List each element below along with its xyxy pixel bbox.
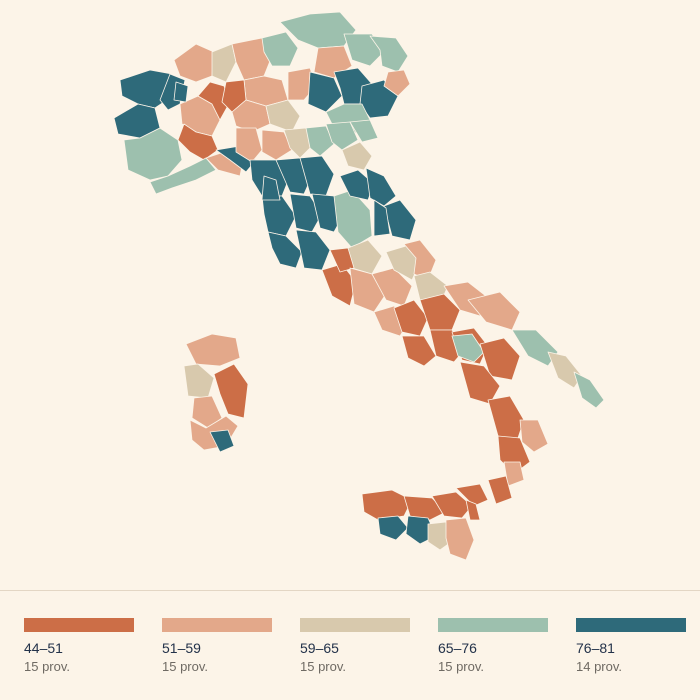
legend-count-5: 14 prov. — [576, 659, 623, 674]
province-region — [451, 333, 485, 363]
province-region — [479, 337, 521, 381]
province-region — [373, 199, 391, 237]
province-region — [371, 267, 413, 307]
province-region — [519, 419, 549, 453]
legend-range-3: 59–65 — [300, 640, 339, 656]
legend-count-2: 15 prov. — [162, 659, 209, 674]
legend-divider — [0, 590, 700, 591]
province-region — [209, 429, 235, 453]
province-region — [261, 129, 293, 161]
legend-swatch-5 — [576, 618, 686, 632]
province-region — [365, 167, 397, 207]
province-region — [419, 293, 461, 331]
province-region — [573, 371, 605, 409]
province-region — [393, 299, 429, 337]
legend-count-1: 15 prov. — [24, 659, 71, 674]
province-region — [487, 475, 513, 505]
province-region — [185, 333, 241, 367]
province-region — [349, 119, 379, 143]
province-region — [329, 247, 355, 273]
province-region — [261, 175, 281, 201]
province-region — [267, 231, 303, 269]
province-region — [465, 499, 481, 521]
legend-range-2: 51–59 — [162, 640, 201, 656]
legend-count-4: 15 prov. — [438, 659, 485, 674]
legend-range-5: 76–81 — [576, 640, 615, 656]
province-region — [283, 127, 313, 159]
province-region — [235, 127, 263, 163]
province-region — [361, 489, 413, 521]
province-region — [467, 291, 521, 331]
legend-count-3: 15 prov. — [300, 659, 347, 674]
province-region — [295, 229, 331, 271]
legend-item-4: 65–76 15 prov. — [438, 618, 548, 674]
province-region — [445, 517, 475, 561]
province-region — [377, 515, 409, 541]
legend-swatch-3 — [300, 618, 410, 632]
legend-range-4: 65–76 — [438, 640, 477, 656]
province-region — [383, 69, 411, 97]
province-region — [459, 361, 501, 405]
province-region — [177, 123, 219, 161]
province-region — [123, 127, 183, 181]
province-region — [401, 335, 437, 367]
legend-swatch-4 — [438, 618, 548, 632]
province-region — [299, 155, 335, 197]
legend-item-2: 51–59 15 prov. — [162, 618, 272, 674]
province-region — [173, 43, 215, 83]
province-region — [431, 491, 473, 519]
province-region — [261, 195, 297, 237]
province-region — [341, 141, 373, 171]
legend: 44–51 15 prov. 51–59 15 prov. 59–65 15 p… — [24, 618, 686, 678]
legend-swatch-2 — [162, 618, 272, 632]
province-region — [149, 157, 217, 195]
legend-range-1: 44–51 — [24, 640, 63, 656]
province-region — [305, 125, 335, 157]
legend-item-5: 76–81 14 prov. — [576, 618, 686, 674]
legend-swatch-1 — [24, 618, 134, 632]
legend-item-1: 44–51 15 prov. — [24, 618, 134, 674]
province-region — [487, 395, 525, 445]
italy-choropleth-map — [113, 11, 605, 561]
legend-item-3: 59–65 15 prov. — [300, 618, 410, 674]
province-region — [183, 363, 215, 399]
province-region — [211, 43, 237, 83]
province-region — [307, 71, 343, 113]
province-region — [349, 267, 387, 313]
province-region — [455, 483, 489, 507]
province-region — [173, 81, 189, 103]
provinces-layer — [113, 11, 605, 561]
province-region — [265, 99, 301, 133]
province-region — [261, 31, 299, 67]
province-region — [325, 121, 359, 151]
province-region — [383, 199, 417, 241]
province-region — [213, 363, 249, 419]
